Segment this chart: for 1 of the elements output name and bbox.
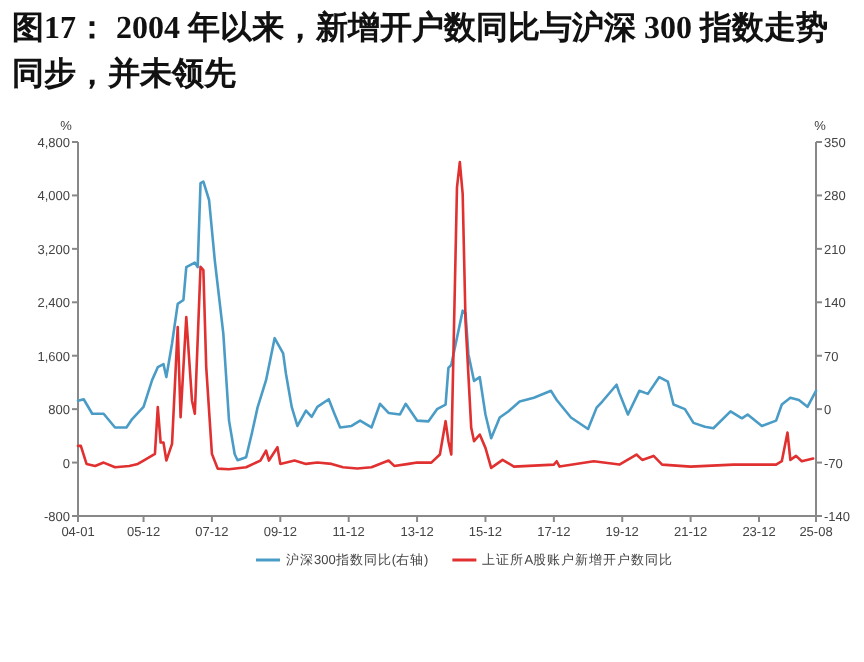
chart-title: 图17： 2004 年以来，新增开户数同比与沪深 300 指数走势同步，并未领先 bbox=[12, 8, 830, 96]
